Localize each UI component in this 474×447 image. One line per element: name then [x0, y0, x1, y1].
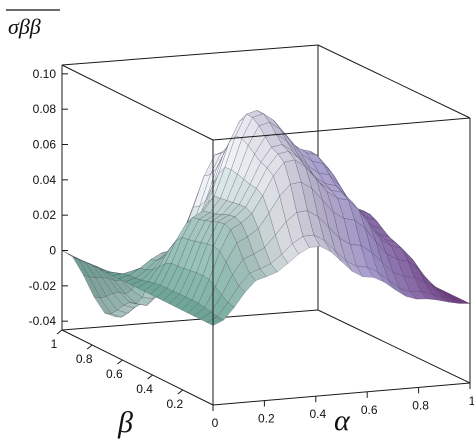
surface-mesh — [61, 110, 471, 326]
z-axis-label: σββ — [8, 14, 41, 39]
z-tick-label: 0 — [49, 244, 56, 258]
beta-tick-mark — [177, 389, 184, 395]
z-tick-label: -0.04 — [29, 314, 57, 328]
z-tick-label: 0.08 — [33, 102, 57, 116]
beta-axis-ticks: 1 0.8 0.6 0.4 0.2 — [51, 329, 184, 411]
beta-tick-mark — [86, 344, 93, 350]
beta-axis-label: β — [117, 406, 133, 439]
beta-tick-label: 0.2 — [166, 397, 183, 411]
z-axis-ticks: 0.10 0.08 0.06 0.04 0.02 0 -0.02 -0.04 — [29, 67, 68, 328]
box-edge — [212, 382, 471, 406]
box-edge — [61, 64, 214, 141]
z-tick-label: 0.02 — [33, 208, 57, 222]
z-axis-title: σββ — [6, 9, 60, 39]
beta-tick-label: 1 — [51, 337, 58, 351]
alpha-tick-label: 0.6 — [361, 403, 378, 417]
beta-tick-label: 0.8 — [76, 352, 93, 366]
z-tick-label: 0.10 — [33, 67, 57, 81]
box-edge — [61, 329, 214, 406]
alpha-tick-label: 0.2 — [258, 412, 275, 426]
beta-tick-label: 0.6 — [106, 367, 123, 381]
z-tick-label: 0.04 — [33, 173, 57, 187]
box-front-edges — [61, 44, 471, 406]
box-edge — [317, 309, 471, 384]
beta-tick-mark — [147, 374, 153, 380]
alpha-tick-label: 0 — [212, 416, 219, 430]
alpha-axis-ticks: 0 0.2 0.4 0.6 0.8 1 — [212, 383, 474, 430]
alpha-tick-label: 1 — [469, 394, 474, 408]
box-edge — [317, 44, 471, 119]
box-edge — [212, 117, 471, 141]
box-edge — [61, 44, 319, 66]
z-tick-label: 0.06 — [33, 138, 57, 152]
alpha-tick-label: 0.8 — [412, 398, 429, 412]
z-tick-label: -0.02 — [29, 279, 57, 293]
box-edge — [61, 309, 319, 331]
beta-tick-mark — [56, 329, 63, 335]
surface-patch — [452, 299, 471, 304]
alpha-axis-label: α — [334, 404, 351, 437]
alpha-tick-label: 0.4 — [309, 407, 326, 421]
beta-tick-mark — [117, 359, 123, 365]
beta-tick-label: 0.4 — [136, 382, 153, 396]
